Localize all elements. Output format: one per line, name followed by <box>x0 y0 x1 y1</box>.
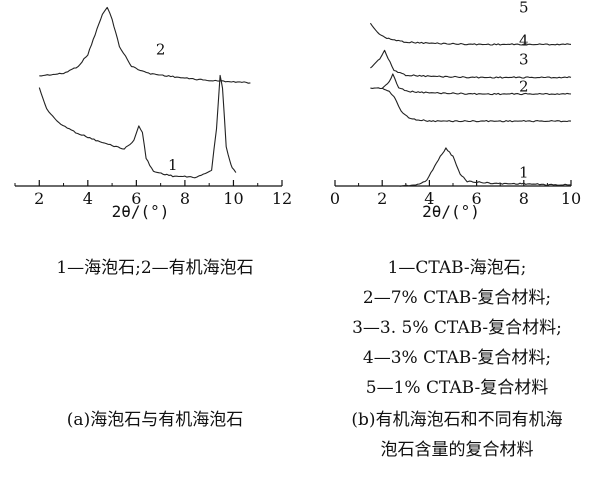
x-tick-label: 2 <box>377 189 387 208</box>
panel-b-legend-2: 2—7% CTAB-复合材料; <box>362 288 552 308</box>
panel-b-legend-4: 4—3% CTAB-复合材料; <box>362 348 552 368</box>
x-tick-label: 4 <box>83 189 93 208</box>
panel-b-legend-3: 3—3. 5% CTAB-复合材料; <box>352 318 562 338</box>
panel-b-title-line-1: (b)有机海泡石和不同有机海 <box>351 410 563 430</box>
panel-b-legend-1: 1—CTAB-海泡石; <box>387 258 527 278</box>
series-line-5 <box>369 22 572 46</box>
x-tick-label: 6 <box>472 189 482 208</box>
series-label-3: 3 <box>519 50 529 68</box>
x-axis-title: 2θ/(°) <box>422 202 480 221</box>
series-line-4 <box>370 49 572 79</box>
x-tick-label: 8 <box>180 189 190 208</box>
panel-b-legend-5: 5—1% CTAB-复合材料 <box>365 378 549 398</box>
series-label-1: 1 <box>519 164 529 182</box>
series-line-2 <box>39 6 251 84</box>
x-tick-label: 12 <box>272 189 292 208</box>
x-axis-title: 2θ/(°) <box>112 202 170 221</box>
series-line-2 <box>381 87 572 123</box>
x-tick-label: 10 <box>561 189 581 208</box>
x-tick-label: 10 <box>223 189 243 208</box>
panel-a-legend: 1—海泡石;2—有机海泡石 <box>56 258 254 278</box>
panel-a-title: (a)海泡石与有机海泡石 <box>66 410 244 430</box>
series-label-2: 2 <box>156 41 166 59</box>
series-line-3 <box>370 73 572 96</box>
series-label-2: 2 <box>519 78 529 96</box>
x-tick-label: 8 <box>519 189 529 208</box>
panel-b-title-line-2: 泡石含量的复合材料 <box>380 440 534 460</box>
x-tick-label: 2 <box>34 189 44 208</box>
series-line-1 <box>38 74 237 179</box>
x-tick-label: 6 <box>131 189 141 208</box>
x-tick-label: 4 <box>424 189 434 208</box>
series-label-4: 4 <box>519 32 529 50</box>
series-line-1 <box>398 147 572 187</box>
series-label-1: 1 <box>168 156 178 174</box>
x-tick-label: 0 <box>330 189 340 208</box>
series-label-5: 5 <box>519 0 529 17</box>
panel-a-plot: 2 4 6 8 10 12 2θ/(°) 2 1 <box>14 6 292 221</box>
